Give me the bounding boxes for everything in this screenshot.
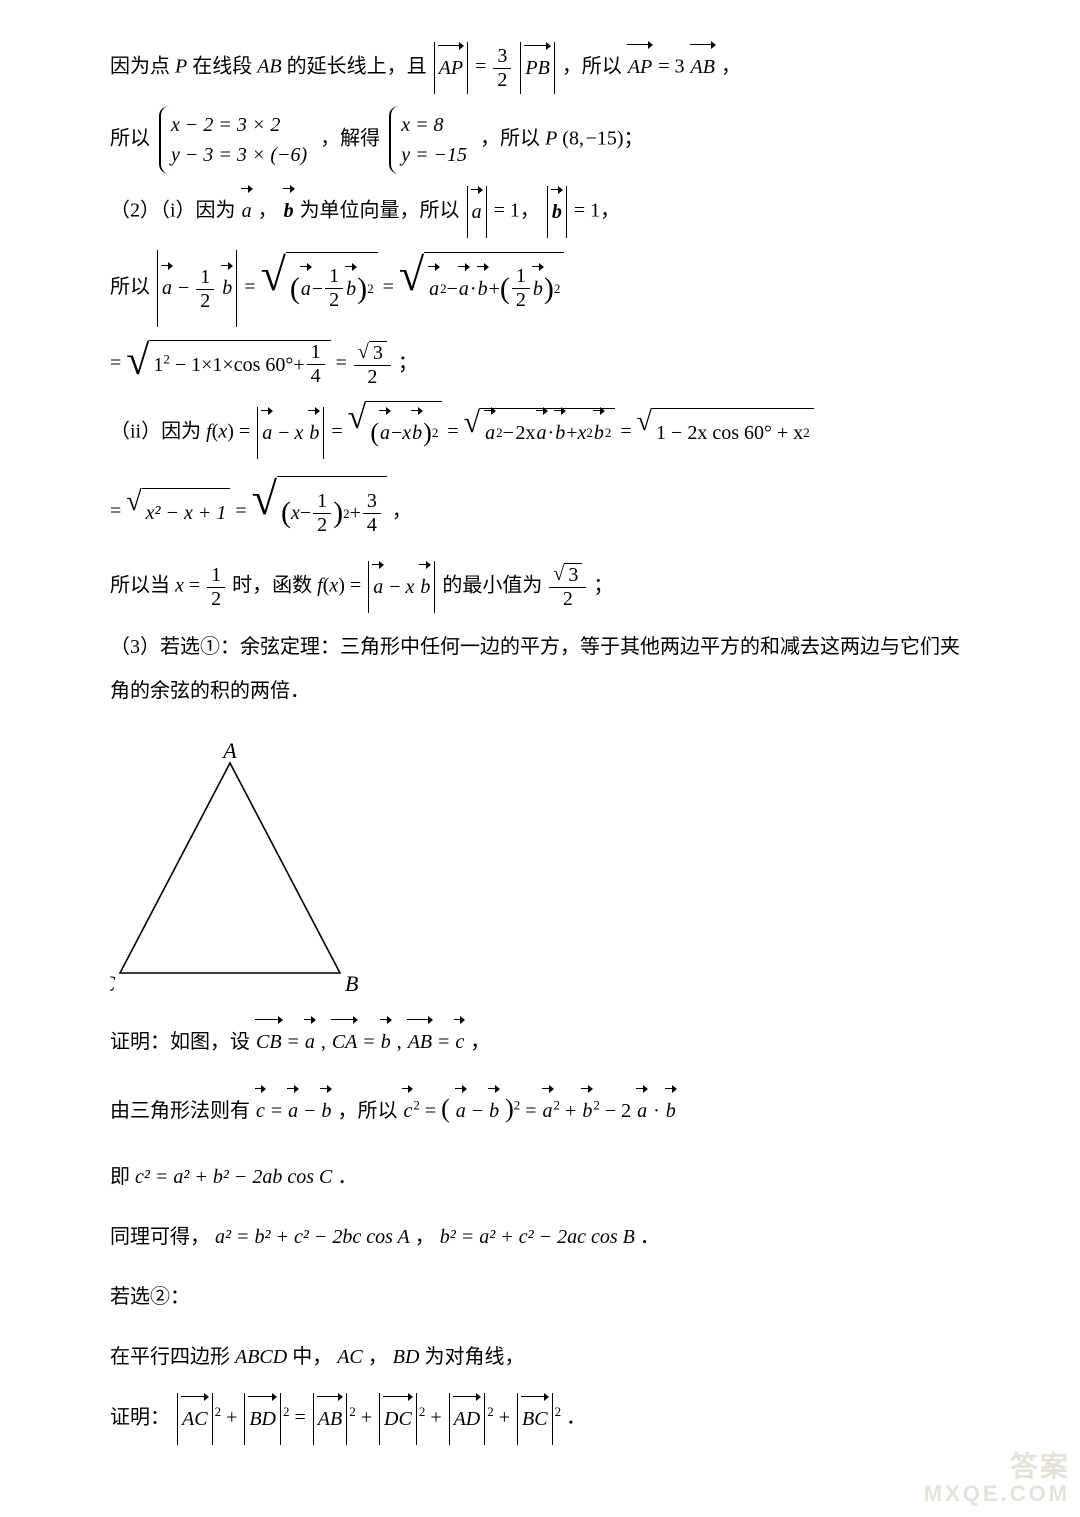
- frac-sqrt3-2: √3 2: [354, 340, 391, 388]
- sys2-r1: x = 8: [401, 110, 467, 140]
- var-P2: P: [545, 128, 557, 150]
- frac-1-4: 1 4: [307, 341, 325, 388]
- text: ，解得: [320, 128, 380, 150]
- eq1: = 1，: [494, 200, 540, 222]
- line-7: （3）若选①：余弦定理：三角形中任何一边的平方，等于其他两边平方的和减去这两边与…: [110, 625, 970, 713]
- vec-b: b: [283, 187, 295, 235]
- sqrt-7: √ x² − x + 1: [126, 488, 230, 537]
- frac-half5: 1 2: [207, 564, 225, 611]
- vec-b6: b: [532, 265, 544, 313]
- line-4b: = √ 12 − 1×1×cos 60° + 1 4 = √3 2 ；: [110, 339, 970, 389]
- text: 在线段: [192, 56, 257, 78]
- vec-CB: CB: [255, 1018, 283, 1066]
- sqrt-8: √ ( x − 1 2 )2 + 3 4: [252, 476, 387, 549]
- line-13: 在平行四边形 ABCD 中， AC ， BD 为对角线，: [110, 1333, 970, 1381]
- vec-AP: AP: [438, 44, 464, 92]
- tri-label-A: A: [221, 743, 237, 763]
- watermark: 答案 MXQE.COM: [924, 1452, 1070, 1507]
- abs-a-xb-2: a − x b: [368, 561, 435, 613]
- tri-label-C: C: [110, 971, 115, 993]
- text: 因为点: [110, 56, 175, 78]
- vec-a2: a: [471, 188, 483, 236]
- text: 为单位向量，所以: [300, 200, 460, 222]
- text: 的延长线上，且: [287, 56, 427, 78]
- sqrt-4: √ ( a − x b )2: [348, 401, 443, 464]
- abs-a-xb: a − x b: [257, 407, 324, 459]
- vec-a3: a: [161, 264, 173, 312]
- eq: =: [475, 56, 491, 78]
- line-1: 因为点 P 在线段 AB 的延长线上，且 AP = 3 2 PB ，所以 AP …: [110, 42, 970, 94]
- coords: (8, −15)；: [562, 128, 643, 150]
- sqrt-6: √ 1 − 2x cos 60° + x2: [637, 408, 814, 457]
- sys2-r2: y = −15: [401, 140, 467, 170]
- vec-b3: b: [221, 264, 233, 312]
- text: ，所以: [480, 128, 545, 150]
- eq2b: = 1，: [574, 200, 620, 222]
- tri-label-B: B: [345, 971, 358, 993]
- sqrt-1: √ ( a − 1 2 b )2: [261, 252, 378, 325]
- line-11: 同理可得， a² = b² + c² − 2bc cos A ， b² = a²…: [110, 1213, 970, 1261]
- eq3: =: [244, 276, 260, 298]
- line-14: 证明： AC2 + BD2 = AB2 + DC2 + AD2 + BC2 ．: [110, 1393, 970, 1445]
- frac-half2: 1 2: [325, 265, 343, 312]
- vec-AB2: AB: [407, 1018, 433, 1066]
- line-8: 证明：如图，设 CB = a , CA = b , AB = c ，: [110, 1018, 970, 1066]
- line-5: （ii）因为 f(x) = a − x b = √ ( a − x b )2 =…: [110, 401, 970, 464]
- line-5b: = √ x² − x + 1 = √ ( x − 1 2 )2 + 3 4 ，: [110, 476, 970, 549]
- abs-PB: PB: [520, 42, 554, 94]
- vec-a6: a: [458, 265, 470, 313]
- system-1: x − 2 = 3 × 2 y − 3 = 3 × (−6): [159, 106, 311, 174]
- vec-AB: AB: [690, 43, 716, 91]
- line-12: 若选②：: [110, 1273, 970, 1321]
- line-10: 即 c² = a² + b² − 2ab cos C ．: [110, 1153, 970, 1201]
- vec-a5: a: [428, 265, 440, 313]
- text: ，: [258, 200, 278, 222]
- vec-b5: b: [477, 265, 489, 313]
- vec-PB: PB: [524, 44, 550, 92]
- watermark-line1: 答案: [924, 1452, 1070, 1483]
- eq2: =: [658, 56, 674, 78]
- frac-sqrt3-2b: √3 2: [549, 563, 586, 611]
- line-2: 所以 x − 2 = 3 × 2 y − 3 = 3 × (−6) ，解得 x …: [110, 106, 970, 174]
- vec-AP2: AP: [627, 43, 653, 91]
- three: 3: [675, 56, 685, 78]
- sqrt-5: √ a2 − 2x a · b + x2 b2: [464, 408, 616, 457]
- line-3: （2）（i）因为 a ， b 为单位向量，所以 a = 1， b = 1，: [110, 186, 970, 238]
- var-AB: AB: [257, 56, 281, 78]
- abs-a: a: [467, 186, 487, 238]
- vec-a: a: [241, 187, 253, 235]
- var-P: P: [175, 56, 187, 78]
- frac-half: 1 2: [196, 266, 214, 313]
- text: 所以: [110, 276, 150, 298]
- eq4: =: [383, 276, 399, 298]
- vec-b2: b: [551, 188, 563, 236]
- vec-CA: CA: [331, 1018, 359, 1066]
- frac-3-4: 3 4: [363, 490, 381, 537]
- text: 所以: [110, 128, 150, 150]
- text: （ii）因为: [110, 420, 206, 442]
- abs-b: b: [547, 186, 567, 238]
- sys1-r1: x − 2 = 3 × 2: [171, 110, 307, 140]
- frac-half3: 1 2: [512, 265, 530, 312]
- text: （2）（i）因为: [110, 200, 236, 222]
- text: ，所以: [562, 56, 627, 78]
- minus: −: [178, 277, 194, 299]
- system-2: x = 8 y = −15: [389, 106, 471, 174]
- watermark-line2: MXQE.COM: [924, 1482, 1070, 1506]
- line-6: 所以当 x = 1 2 时，函数 f(x) = a − x b 的最小值为 √3…: [110, 561, 970, 613]
- frac-3-2: 3 2: [493, 45, 511, 92]
- sqrt-2: √ a2 − a · b + ( 1 2 b )2: [399, 252, 564, 325]
- triangle-svg: A B C: [110, 743, 360, 993]
- frac-half4: 1 2: [313, 490, 331, 537]
- comma: ，: [721, 56, 741, 78]
- sqrt-3: √ 12 − 1×1×cos 60° + 1 4: [126, 340, 330, 389]
- line-4: 所以 a − 1 2 b = √ ( a − 1 2 b )2 = √ a2 −: [110, 250, 970, 327]
- triangle-figure: A B C: [110, 743, 970, 998]
- abs-a-halfb: a − 1 2 b: [157, 250, 237, 327]
- sys1-r2: y − 3 = 3 × (−6): [171, 140, 307, 170]
- abs-AP: AP: [434, 42, 468, 94]
- vec-a4: a: [300, 265, 312, 313]
- line-9: 由三角形法则有 c = a − b ，所以 c2 = ( a − b )2 = …: [110, 1078, 970, 1140]
- vec-b4: b: [345, 265, 357, 313]
